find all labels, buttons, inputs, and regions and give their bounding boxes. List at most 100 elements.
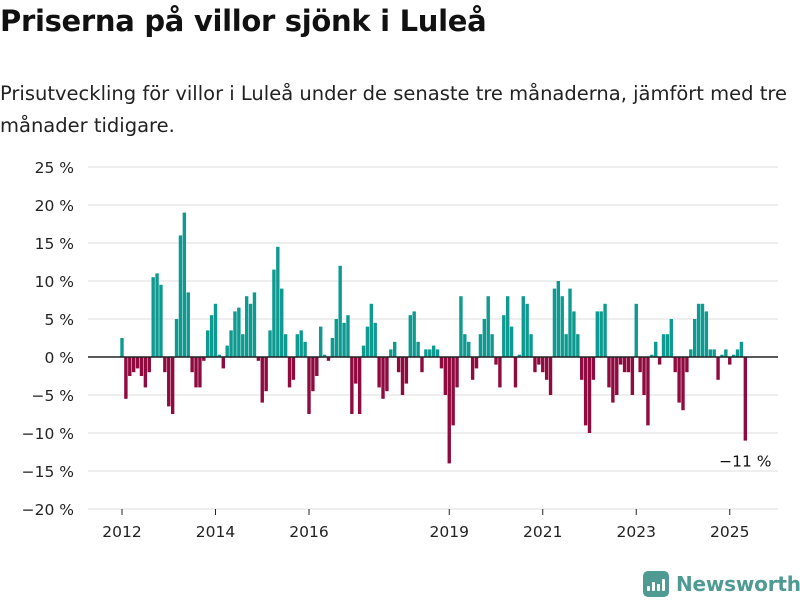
bar — [583, 357, 588, 426]
bar — [174, 319, 179, 357]
brand-footer: Newsworthy — [643, 568, 800, 600]
bar — [544, 357, 549, 380]
bar — [369, 303, 374, 357]
bar — [720, 354, 724, 357]
x-tick-label: 2012 — [102, 523, 141, 541]
x-tick-label: 2021 — [523, 523, 562, 541]
bar — [128, 357, 132, 376]
bar — [622, 357, 627, 373]
bar — [186, 292, 190, 357]
bar — [517, 354, 522, 357]
bar — [650, 354, 654, 357]
bar — [743, 357, 748, 441]
bar — [459, 296, 463, 357]
bar — [408, 315, 412, 357]
bar — [494, 357, 498, 365]
bar — [318, 326, 323, 357]
bar — [322, 354, 327, 357]
bar — [716, 357, 720, 380]
bar — [474, 357, 479, 369]
bar — [692, 319, 697, 357]
bar — [724, 349, 728, 357]
bar — [681, 357, 685, 411]
bar — [272, 269, 276, 357]
bar — [708, 349, 712, 357]
bar — [268, 330, 272, 357]
bar — [283, 334, 288, 357]
bar — [361, 345, 366, 357]
bar — [131, 357, 136, 373]
bar-chart-icon — [643, 571, 669, 597]
bar — [618, 357, 623, 365]
bar — [611, 357, 615, 403]
bar — [124, 357, 128, 399]
bar — [735, 349, 740, 357]
bar — [677, 357, 681, 403]
bar — [303, 341, 307, 357]
y-tick-label: −10 % — [22, 425, 74, 443]
bar — [354, 357, 358, 384]
bar — [163, 357, 167, 373]
bar — [731, 354, 736, 357]
bar — [159, 284, 163, 357]
bar — [502, 315, 506, 357]
bar — [712, 349, 716, 357]
bar — [689, 349, 693, 357]
bar — [357, 357, 362, 414]
bar — [533, 357, 537, 373]
bar — [556, 281, 561, 357]
bar — [206, 330, 210, 357]
bar — [657, 357, 662, 365]
bar — [404, 357, 409, 384]
bar — [135, 357, 140, 369]
y-tick-label: 10 % — [35, 273, 74, 291]
bar — [576, 334, 580, 357]
bar — [233, 311, 237, 357]
bar — [455, 357, 459, 388]
bar — [673, 357, 677, 373]
bar — [451, 357, 455, 426]
bar — [634, 303, 638, 357]
bar — [248, 303, 253, 357]
bar — [626, 357, 631, 373]
bar — [564, 334, 568, 357]
bar — [350, 357, 354, 414]
bar — [338, 265, 342, 357]
bar — [420, 357, 424, 373]
bar — [428, 349, 432, 357]
bar — [346, 315, 350, 357]
bar — [700, 303, 705, 357]
bar — [416, 341, 420, 357]
bar — [482, 319, 487, 357]
bar — [525, 303, 529, 357]
bar — [638, 357, 642, 373]
bar — [276, 246, 280, 357]
bar — [209, 315, 214, 357]
bar — [139, 357, 144, 376]
y-tick-label: 5 % — [44, 311, 74, 329]
bar — [739, 341, 744, 357]
bar — [728, 357, 732, 365]
bar — [280, 288, 284, 357]
bar — [396, 357, 401, 373]
bar — [389, 349, 393, 357]
bar — [326, 357, 331, 361]
bar — [155, 273, 159, 357]
bar — [252, 292, 257, 357]
bar — [568, 288, 572, 357]
bar — [591, 357, 596, 380]
bar — [311, 357, 315, 392]
bar — [182, 212, 187, 357]
bar — [170, 357, 175, 414]
bar — [580, 357, 584, 380]
annotation-label: −11 % — [719, 453, 771, 471]
bar — [615, 357, 619, 395]
bar — [654, 341, 658, 357]
bar — [587, 357, 592, 433]
bar — [143, 357, 148, 388]
chart-title: Priserna på villor sjönk i Luleå — [0, 4, 487, 38]
bar — [696, 303, 701, 357]
bar — [194, 357, 198, 388]
bar — [225, 345, 229, 357]
bar — [548, 357, 553, 395]
